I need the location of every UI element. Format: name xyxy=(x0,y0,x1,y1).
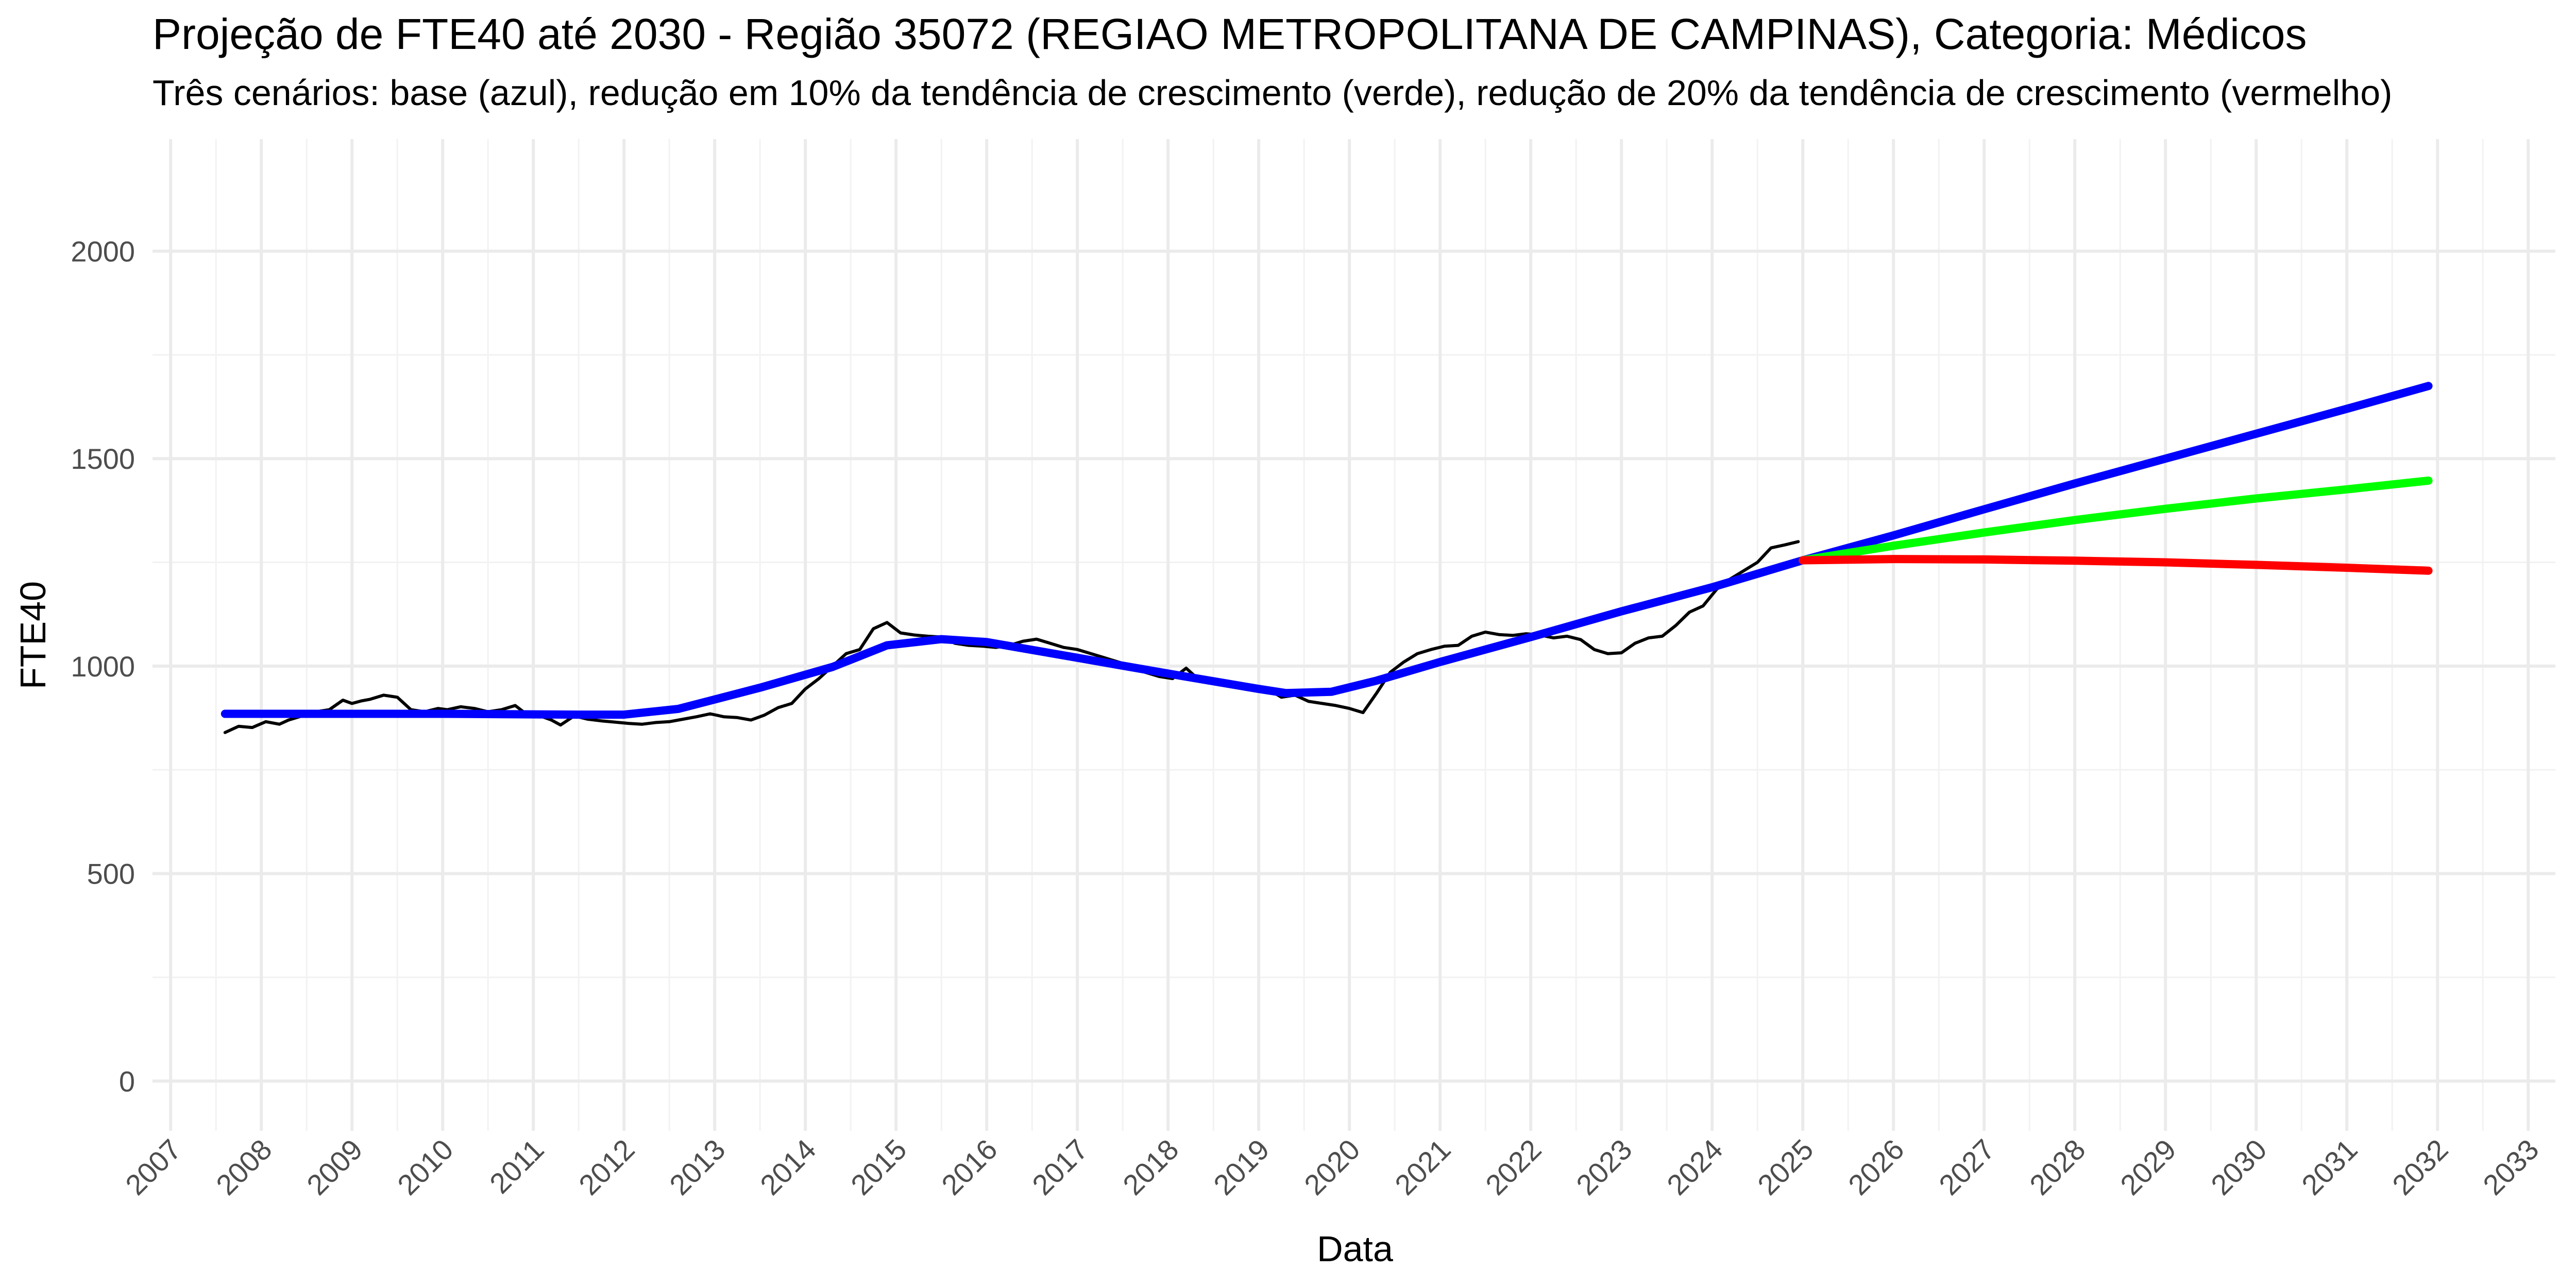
x-tick-label: 2022 xyxy=(1479,1133,1548,1201)
x-tick-label: 2019 xyxy=(1207,1133,1276,1201)
y-axis-title: FTE40 xyxy=(13,581,53,689)
x-tick-label: 2016 xyxy=(935,1133,1004,1201)
x-axis-title: Data xyxy=(1317,1229,1393,1269)
x-tick-label: 2025 xyxy=(1751,1133,1820,1201)
y-tick-label: 1000 xyxy=(71,650,135,683)
x-tick-label: 2032 xyxy=(2386,1133,2454,1201)
x-tick-label: 2026 xyxy=(1842,1133,1910,1201)
y-axis-ticks: 0 500 1000 1500 2000 xyxy=(71,235,135,1097)
x-tick-label: 2018 xyxy=(1116,1133,1185,1201)
y-tick-label: 500 xyxy=(87,858,135,890)
x-tick-label: 2020 xyxy=(1298,1133,1366,1201)
y-tick-label: 0 xyxy=(119,1065,135,1097)
x-tick-label: 2028 xyxy=(2023,1133,2092,1201)
x-tick-label: 2029 xyxy=(2114,1133,2182,1201)
series-observed-line xyxy=(223,540,1800,734)
x-tick-label: 2011 xyxy=(483,1133,550,1200)
x-axis-ticks: 2007 2008 2009 2010 2011 2012 2013 2014 2015 2016… xyxy=(119,1133,2545,1201)
x-tick-label: 2031 xyxy=(2295,1133,2364,1201)
y-tick-label: 1500 xyxy=(71,443,135,475)
x-tick-label: 2010 xyxy=(391,1133,460,1201)
series-group xyxy=(221,382,2433,734)
x-tick-label: 2007 xyxy=(119,1133,188,1201)
x-tick-label: 2008 xyxy=(210,1133,278,1201)
series-green-line xyxy=(1799,476,2433,565)
x-tick-label: 2024 xyxy=(1660,1133,1729,1201)
x-tick-label: 2015 xyxy=(844,1133,913,1201)
x-tick-label: 2033 xyxy=(2477,1133,2545,1201)
chart-subtitle: Três cenários: base (azul), redução em 1… xyxy=(152,73,2393,113)
x-tick-label: 2013 xyxy=(663,1133,732,1201)
x-tick-label: 2009 xyxy=(300,1133,369,1201)
grid-major xyxy=(152,139,2555,1131)
x-tick-label: 2014 xyxy=(754,1133,822,1201)
x-tick-label: 2023 xyxy=(1570,1133,1638,1201)
chart-title: Projeção de FTE40 até 2030 - Região 3507… xyxy=(152,10,2307,58)
y-tick-label: 2000 xyxy=(71,235,135,267)
x-tick-label: 2030 xyxy=(2205,1133,2273,1201)
x-tick-label: 2012 xyxy=(572,1133,641,1201)
x-tick-label: 2027 xyxy=(1933,1133,2001,1201)
x-tick-label: 2021 xyxy=(1388,1133,1457,1201)
series-base-line xyxy=(221,382,2433,719)
grid-minor xyxy=(152,139,2555,1131)
series-red-line xyxy=(1799,555,2433,575)
x-tick-label: 2017 xyxy=(1026,1133,1094,1201)
